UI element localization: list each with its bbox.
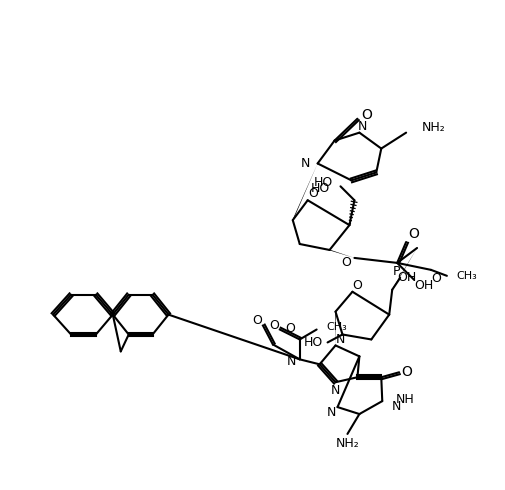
Text: N: N xyxy=(330,384,339,397)
Text: N: N xyxy=(286,355,296,368)
Text: NH₂: NH₂ xyxy=(335,438,359,450)
Text: P: P xyxy=(392,266,399,278)
Text: O: O xyxy=(408,227,419,241)
Text: N: N xyxy=(391,399,401,413)
Text: O: O xyxy=(284,322,294,335)
Polygon shape xyxy=(391,248,416,290)
Text: O: O xyxy=(341,256,350,270)
Text: N: N xyxy=(326,406,336,418)
Text: HO: HO xyxy=(310,182,329,195)
Text: O: O xyxy=(430,272,440,285)
Text: N: N xyxy=(335,333,344,346)
Polygon shape xyxy=(334,312,335,345)
Text: HO: HO xyxy=(313,176,332,189)
Text: O: O xyxy=(352,279,362,292)
Text: N: N xyxy=(357,120,366,133)
Text: OH: OH xyxy=(414,279,433,292)
Text: NH: NH xyxy=(395,392,414,406)
Text: NH₂: NH₂ xyxy=(421,121,445,134)
Text: HO: HO xyxy=(303,336,322,349)
Text: CH₃: CH₃ xyxy=(456,271,477,281)
Text: O: O xyxy=(269,319,278,332)
Text: N: N xyxy=(299,157,309,170)
Polygon shape xyxy=(292,164,317,220)
Text: OH: OH xyxy=(396,271,416,284)
Text: O: O xyxy=(308,187,318,200)
Text: O: O xyxy=(251,314,262,327)
Text: O: O xyxy=(401,365,412,379)
Text: CH₃: CH₃ xyxy=(326,321,346,332)
Polygon shape xyxy=(329,249,353,258)
Text: O: O xyxy=(360,108,371,122)
